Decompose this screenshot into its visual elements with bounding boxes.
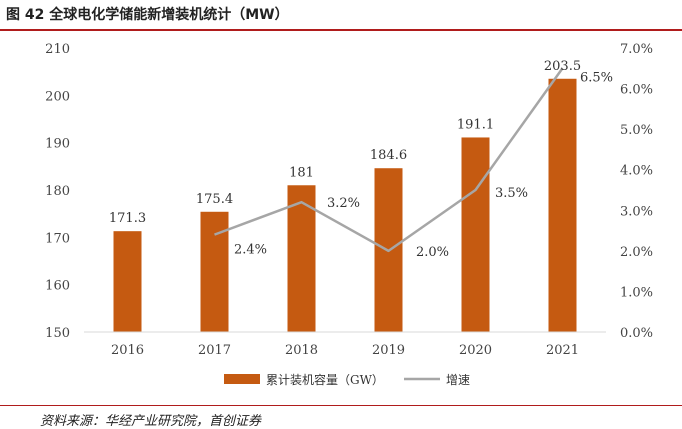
x-tick-label: 2018 — [285, 343, 318, 358]
legend-label-line: 增速 — [446, 373, 470, 387]
left-tick-label: 180 — [45, 184, 70, 199]
x-tick-label: 2021 — [546, 343, 579, 358]
legend-swatch-bar — [224, 374, 260, 384]
bar-value-label: 191.1 — [457, 117, 494, 132]
legend: 累计装机容量（GW） 增速 — [224, 372, 470, 387]
x-tick-label: 2019 — [372, 343, 405, 358]
growth-label: 2.0% — [416, 245, 449, 260]
bar-value-label: 181 — [289, 165, 314, 180]
bar-2016 — [113, 231, 142, 332]
growth-label: 3.5% — [495, 186, 528, 201]
x-tick-label: 2017 — [198, 343, 231, 358]
x-axis: 2016 2017 2018 2019 2020 2021 — [84, 331, 606, 358]
right-tick-label: 3.0% — [620, 204, 653, 219]
x-tick-label: 2020 — [459, 343, 492, 358]
growth-label: 3.2% — [327, 196, 360, 211]
right-axis-ticks: 0.0% 1.0% 2.0% 3.0% 4.0% 5.0% 6.0% 7.0% — [620, 42, 653, 341]
right-tick-label: 6.0% — [620, 83, 653, 98]
right-tick-label: 1.0% — [620, 285, 653, 300]
growth-label: 2.4% — [234, 243, 267, 258]
left-tick-label: 160 — [45, 279, 70, 294]
left-tick-label: 190 — [45, 137, 70, 152]
line-series — [214, 67, 564, 253]
chart: 150 160 170 180 190 200 210 0.0% 1.0% 2.0% 3.0% 4.… — [45, 42, 653, 387]
bar-value-label: 184.6 — [370, 148, 407, 163]
right-tick-label: 5.0% — [620, 123, 653, 138]
legend-label-bar: 累计装机容量（GW） — [266, 372, 384, 387]
bar-2018 — [287, 185, 316, 332]
footer-rule — [0, 405, 682, 406]
right-tick-label: 4.0% — [620, 164, 653, 179]
left-tick-label: 200 — [45, 89, 70, 104]
left-tick-label: 150 — [45, 326, 70, 341]
growth-line — [214, 67, 564, 253]
figure-title: 图 42 全球电化学储能新增装机统计（MW） — [6, 7, 289, 23]
growth-label: 6.5% — [580, 70, 613, 85]
right-tick-label: 0.0% — [620, 326, 653, 341]
bar-value-label: 171.3 — [109, 211, 146, 226]
right-tick-label: 2.0% — [620, 245, 653, 260]
left-tick-label: 170 — [45, 231, 70, 246]
source-note: 资料来源：华经产业研究院，首创证券 — [40, 414, 262, 429]
title-rule — [0, 29, 682, 31]
left-tick-label: 210 — [45, 42, 70, 57]
right-tick-label: 7.0% — [620, 42, 653, 57]
left-axis-ticks: 150 160 170 180 190 200 210 — [45, 42, 70, 341]
bar-2021 — [548, 78, 577, 333]
data-labels: 171.3 175.4 181 184.6 191.1 203.5 2.4% 3.2% 2.0%… — [109, 59, 613, 260]
x-tick-label: 2016 — [111, 343, 144, 358]
bar-2020 — [461, 137, 490, 332]
bar-value-label: 203.5 — [544, 59, 581, 74]
bar-value-label: 175.4 — [196, 192, 233, 207]
